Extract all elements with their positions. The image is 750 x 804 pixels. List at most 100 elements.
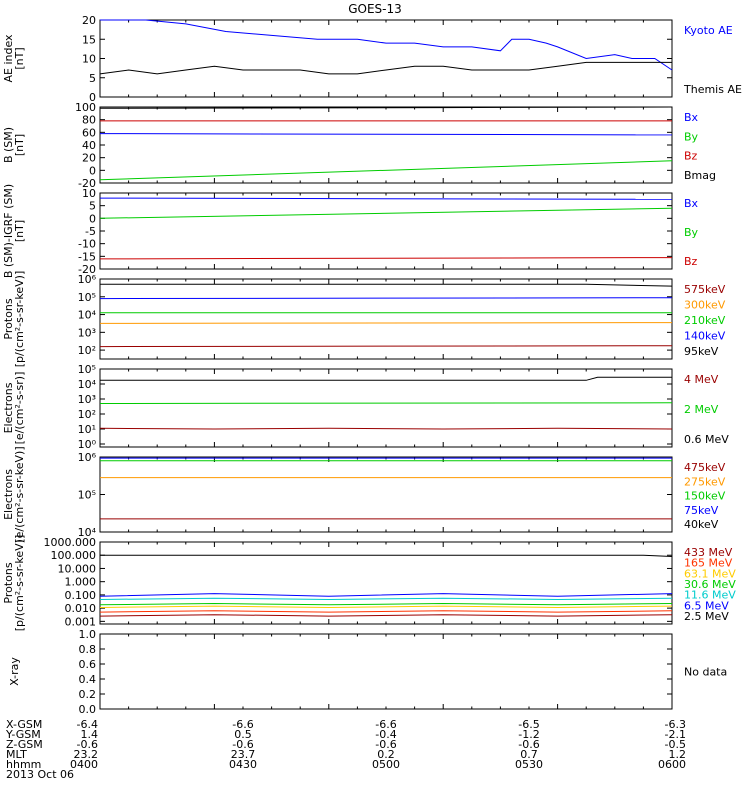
legend-entry: Bx: [684, 111, 699, 124]
footer-date: 2013 Oct 06: [6, 768, 74, 781]
panel-7: 0.0010.0100.1001.00010.000100.0001000.00…: [2, 535, 736, 632]
y-tick-label: 0.8: [79, 643, 97, 656]
series-300kev: [99, 322, 673, 324]
legend-entry: 30.6 MeV: [684, 578, 736, 591]
y-tick-label: -5: [85, 225, 96, 238]
legend-entry: 150keV: [684, 490, 726, 503]
legend-entry: 140keV: [684, 330, 726, 343]
series-kyoto-ae: [100, 19, 673, 71]
y-tick-label: 10³: [78, 393, 96, 406]
y-tick-label: 1.0: [79, 628, 97, 641]
series-0.6-mev: [100, 376, 672, 381]
legend-entry: 575keV: [684, 283, 726, 296]
legend-entry: Bz: [684, 150, 698, 163]
y-axis-label: [e/(cm²-s-sr-keV)]: [13, 446, 26, 542]
footer-ephemeris: X-GSM -6.4 -6.6 -6.6 -6.5 -6.3 Y-GSM 1.4 0.5 -0.4…: [5, 718, 686, 781]
y-tick-label: 40: [82, 139, 96, 152]
legend-entry: Themis AE: [683, 83, 742, 96]
legend-entry: Kyoto AE: [684, 24, 733, 37]
y-tick-label: 10⁶: [78, 273, 97, 286]
legend-entry: 165 MeV: [684, 557, 733, 570]
y-tick-label: 100: [75, 101, 96, 114]
legend-entry: 75keV: [684, 504, 719, 517]
y-axis-label: [nT]: [13, 220, 26, 242]
series-30.6-mev: [99, 602, 673, 606]
footer-value: -0.6: [375, 738, 396, 751]
series-433-mev: [99, 614, 673, 617]
footer-row-label: MLT: [6, 748, 27, 761]
series-140kev: [99, 297, 673, 300]
series-63.1-mev: [99, 605, 673, 609]
y-tick-label: 60: [82, 126, 96, 139]
legend-entry: 433 MeV: [684, 546, 733, 559]
y-axis-label: B (SM)-IGRF (SM): [2, 184, 15, 278]
y-tick-label: 10: [82, 53, 96, 66]
y-tick-label: 0.0: [79, 703, 97, 716]
footer-value: 0430: [229, 758, 257, 771]
y-tick-label: -15: [78, 250, 96, 263]
y-tick-label: 10⁴: [78, 309, 97, 322]
footer-value: -6.6: [375, 718, 396, 731]
y-axis-label: [p/(cm²-s-sr-keV)]: [13, 271, 26, 368]
legend-entry: 210keV: [684, 314, 726, 327]
series-6.5-mev: [99, 593, 673, 597]
legend-entry: 300keV: [684, 299, 726, 312]
y-tick-label: 0.010: [65, 602, 97, 615]
y-tick-label: 0: [89, 91, 96, 104]
footer-value: -0.6: [77, 738, 98, 751]
y-tick-label: 10³: [78, 326, 96, 339]
legend-entry: 6.5 MeV: [684, 599, 729, 612]
footer-value: 0600: [658, 758, 686, 771]
y-tick-label: 15: [82, 33, 96, 46]
y-tick-label: 100.000: [51, 549, 97, 562]
y-tick-label: 20: [82, 14, 96, 27]
footer-value: -1.2: [518, 728, 539, 741]
legend-entry: 2 MeV: [684, 403, 719, 416]
footer-value: -0.6: [518, 738, 539, 751]
y-tick-label: 1000.000: [44, 536, 97, 549]
panel-8: 0.0 0.2 0.4 0.6 0.8 1.0 X-ray No data: [8, 628, 727, 716]
y-tick-label: 10⁵: [78, 363, 96, 376]
footer-value: 23.2: [74, 748, 99, 761]
legend-entry: 475keV: [684, 461, 726, 474]
footer-value: 0400: [70, 758, 98, 771]
legend-entry: 2.5 MeV: [684, 610, 729, 623]
y-axis-label: Protons: [2, 562, 15, 603]
y-tick-label: 80: [82, 114, 96, 127]
series-95kev: [100, 283, 673, 287]
y-tick-label: 10: [82, 187, 96, 200]
chart-title: GOES-13: [348, 2, 402, 16]
y-tick-label: 10.000: [58, 562, 97, 575]
footer-row-label: X-GSM: [6, 718, 42, 731]
series-bz: [99, 257, 673, 260]
footer-value: 1.4: [81, 728, 99, 741]
series-2.5-mev: [100, 554, 673, 557]
y-axis-label: Electrons: [2, 382, 15, 433]
y-tick-label: 10⁴: [78, 526, 97, 539]
footer-value: 0.2: [377, 748, 395, 761]
series-bmag: [99, 106, 673, 109]
panel-1: 0 5 10 15 20 AE index[nT] Kyoto AE Themis AE: [2, 14, 742, 104]
footer-value: -6.4: [77, 718, 98, 731]
y-tick-label: 20: [82, 152, 96, 165]
y-tick-label: 10⁵: [78, 291, 96, 304]
legend-entry: Bx: [684, 197, 699, 210]
series-4-mev: [99, 427, 673, 430]
panel-frame: [99, 633, 673, 710]
footer-value: -0.4: [375, 728, 396, 741]
series-bx: [99, 133, 673, 136]
y-tick-label: 0.6: [79, 658, 97, 671]
footer-row-label: Z-GSM: [6, 738, 43, 751]
y-tick-label: 10¹: [78, 423, 96, 436]
series-165-mev: [99, 610, 673, 613]
footer-row-label: hhmm: [6, 758, 41, 771]
y-tick-label: -10: [78, 238, 96, 251]
footer-value: -6.3: [665, 718, 686, 731]
footer-value: 0530: [515, 758, 543, 771]
series-by: [99, 207, 673, 219]
legend-entry: By: [684, 226, 699, 239]
legend-entry: 95keV: [684, 345, 719, 358]
